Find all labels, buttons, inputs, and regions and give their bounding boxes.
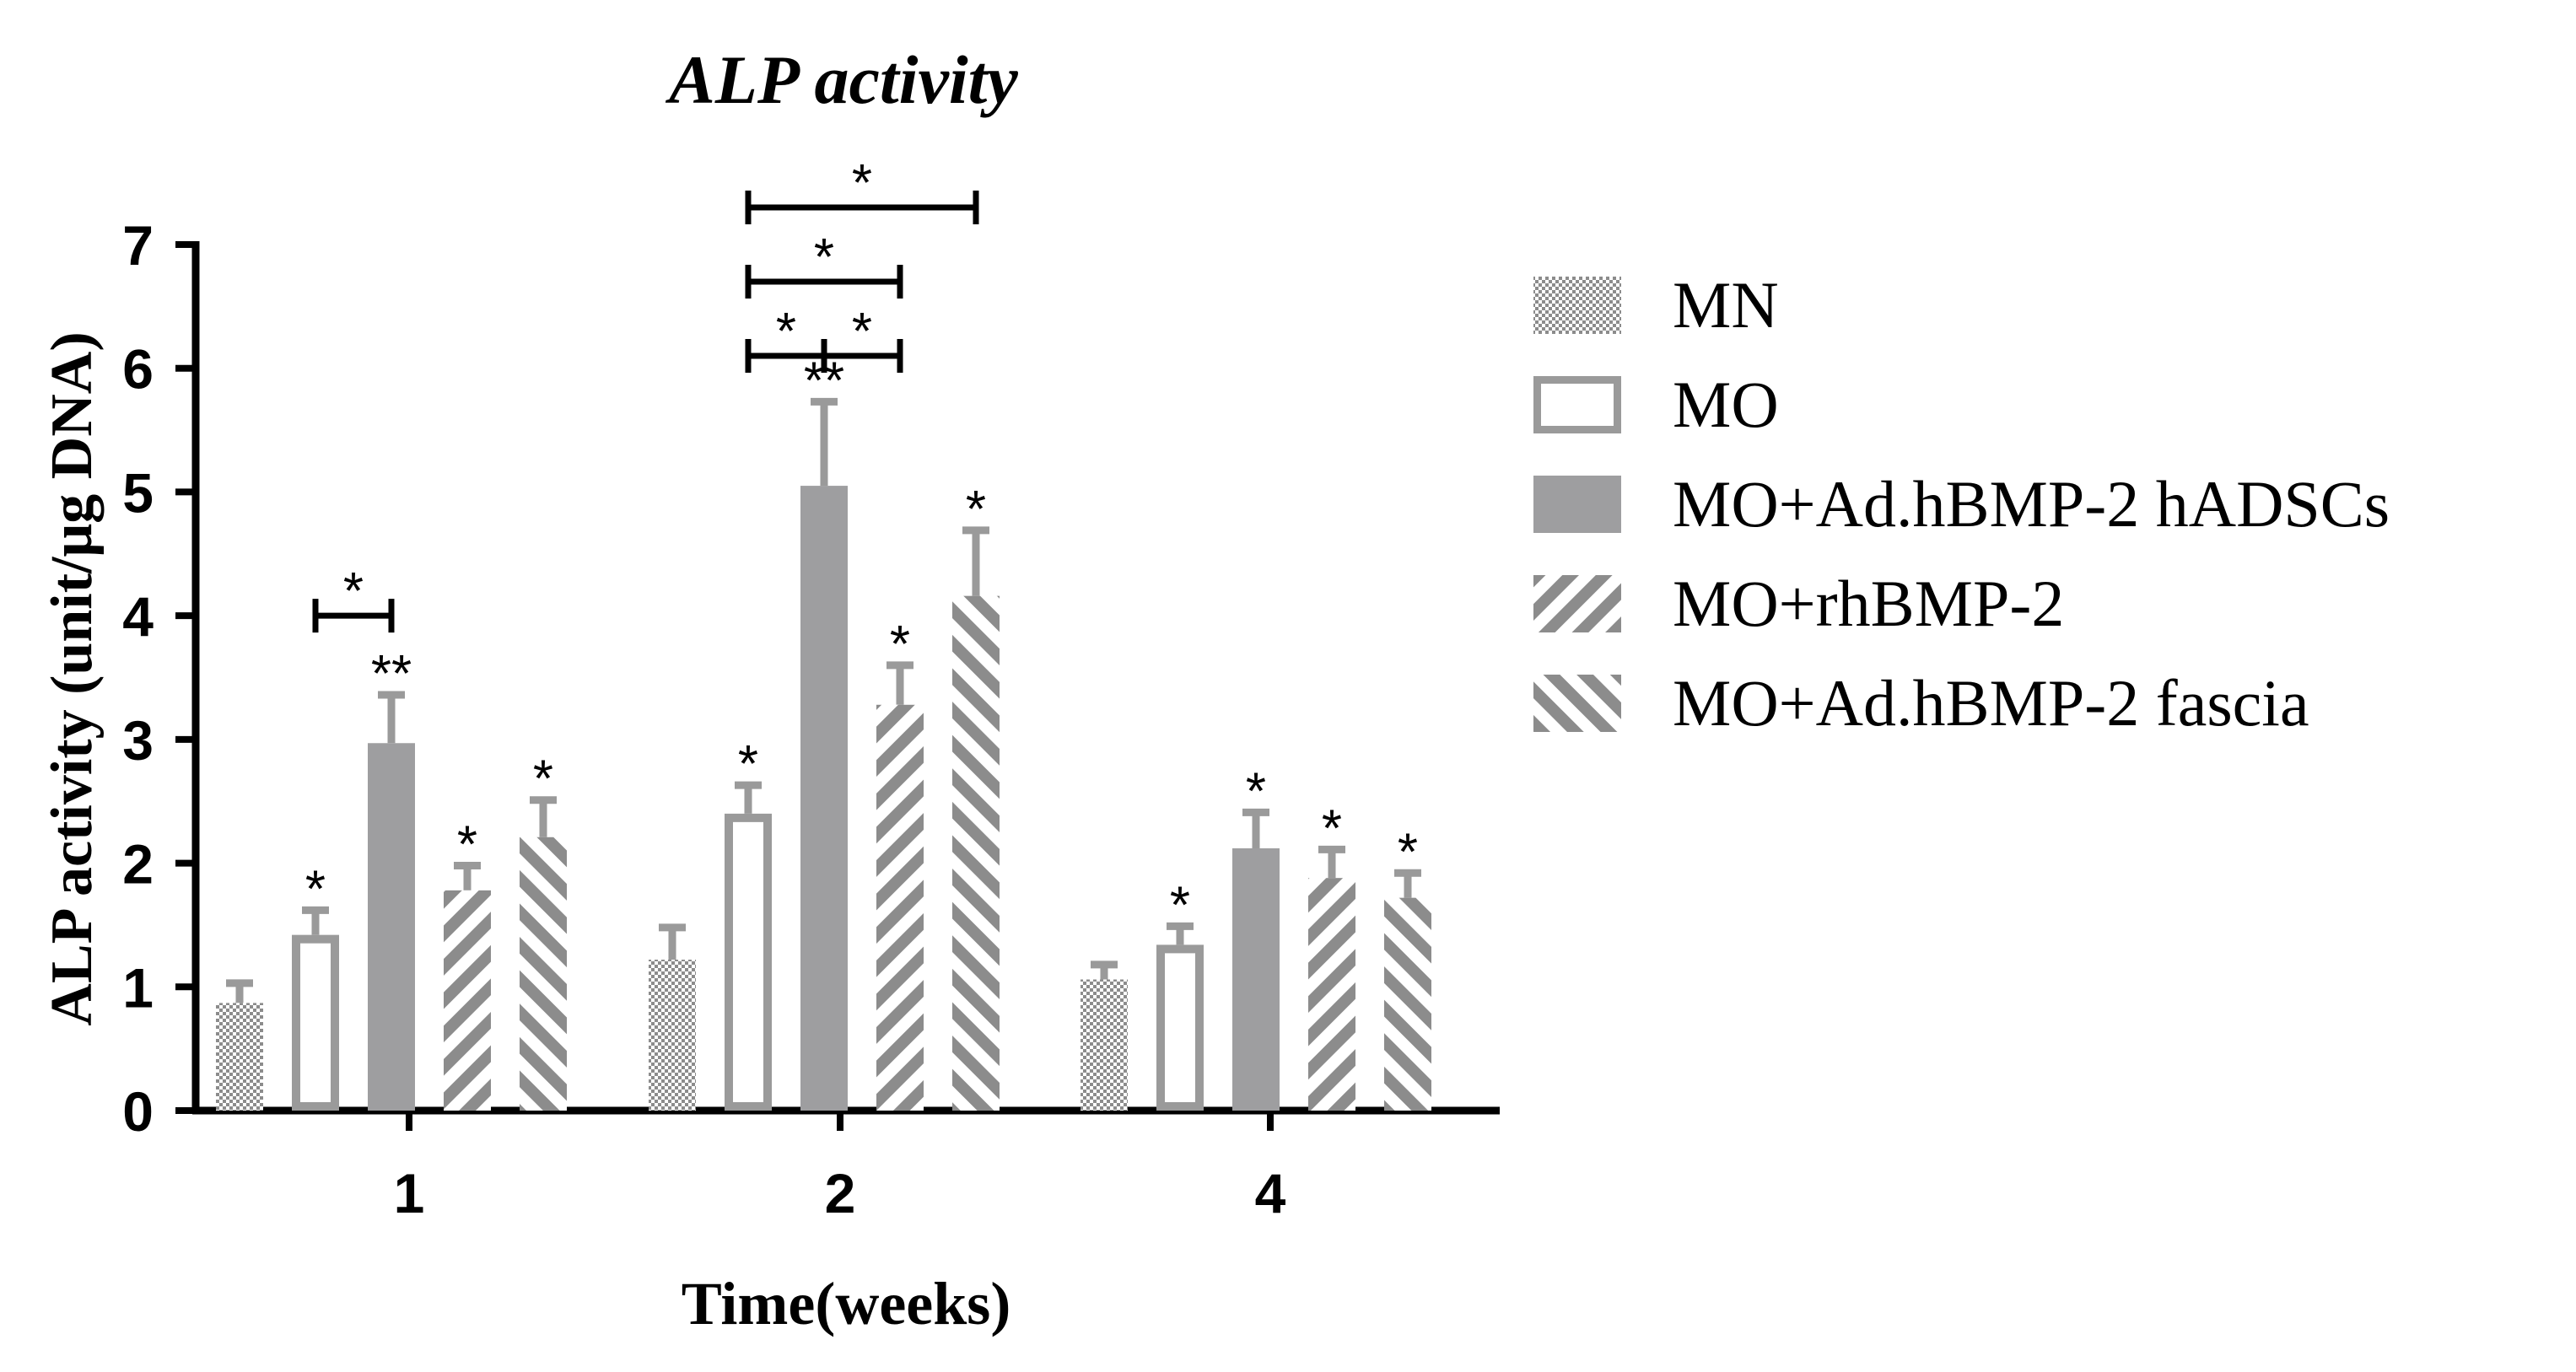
y-tick-label: 6 <box>122 338 154 401</box>
legend-label: MO+Ad.hBMP-2 hADSCs <box>1673 467 2390 541</box>
significance-star: * <box>738 735 758 794</box>
significance-star: * <box>1398 823 1418 881</box>
bar <box>876 704 924 1111</box>
legend-label: MO+Ad.hBMP-2 fascia <box>1673 666 2309 740</box>
legend-swatch <box>1533 476 1621 533</box>
x-axis-label: Time(weeks) <box>682 1270 1011 1337</box>
significance-star: * <box>533 751 553 809</box>
bar <box>216 1003 263 1111</box>
bar <box>444 890 491 1111</box>
bar <box>952 595 1000 1111</box>
y-tick-label: 2 <box>122 833 154 896</box>
x-tick-label: 1 <box>394 1162 425 1224</box>
bracket-star: * <box>852 303 872 361</box>
bar <box>1232 847 1280 1111</box>
bar <box>1308 878 1355 1111</box>
legend-swatch <box>1533 675 1621 732</box>
y-tick-label: 4 <box>122 585 154 648</box>
y-axis-label: ALP activity (unit/μg DNA) <box>40 331 105 1025</box>
comparison-bracket: * <box>745 154 979 224</box>
significance-star: * <box>1246 762 1266 821</box>
x-tick-label: 2 <box>825 1162 856 1224</box>
comparison-bracket: * <box>745 229 903 299</box>
legend-item: MN <box>1533 268 1779 342</box>
significance-star: * <box>1170 876 1190 934</box>
bar <box>368 743 415 1111</box>
y-tick-label: 3 <box>122 709 154 772</box>
legend-item: MO+Ad.hBMP-2 hADSCs <box>1533 467 2390 541</box>
comparison-bracket: * <box>312 562 395 633</box>
comparison-bracket: * <box>821 303 903 374</box>
legend-item: MO+rhBMP-2 <box>1533 567 2064 640</box>
significance-star: * <box>305 860 326 918</box>
x-axis: 1 2 4 <box>192 1106 1500 1224</box>
y-tick-label: 0 <box>122 1080 154 1143</box>
bars: ************** <box>216 352 1431 1111</box>
bracket-star: * <box>814 229 834 287</box>
significance-star: * <box>966 481 986 539</box>
bracket-star: * <box>852 154 872 213</box>
significance-star: * <box>457 816 477 874</box>
chart-title: ALP activity <box>665 41 1018 118</box>
bar <box>725 813 772 1111</box>
x-tick-label: 4 <box>1255 1162 1286 1224</box>
legend-label: MO <box>1673 368 1779 441</box>
significance-brackets: * * * * * <box>312 154 979 633</box>
bar <box>520 837 567 1111</box>
bar <box>292 934 339 1111</box>
bar <box>1081 979 1128 1111</box>
bar <box>800 486 848 1111</box>
significance-star: * <box>1322 799 1342 858</box>
y-tick-label: 5 <box>122 461 154 524</box>
significance-star: ** <box>371 645 412 703</box>
legend: MN MO MO+Ad.hBMP-2 hADSCs MO+rhBMP-2 MO+Ad.h… <box>1533 268 2390 740</box>
comparison-bracket: * <box>745 303 827 374</box>
bracket-star: * <box>343 562 364 621</box>
bar <box>1156 944 1204 1111</box>
bracket-star: * <box>776 303 796 361</box>
legend-label: MN <box>1673 268 1779 342</box>
legend-label: MO+rhBMP-2 <box>1673 567 2064 640</box>
legend-swatch <box>1533 277 1621 334</box>
bar <box>649 960 696 1111</box>
legend-swatch <box>1533 575 1621 632</box>
significance-star: * <box>890 616 910 674</box>
legend-swatch <box>1533 376 1621 433</box>
legend-item: MO <box>1533 368 1779 441</box>
bar <box>1384 897 1431 1111</box>
y-tick-label: 7 <box>122 214 154 277</box>
y-tick-label: 1 <box>122 956 154 1019</box>
legend-item: MO+Ad.hBMP-2 fascia <box>1533 666 2309 740</box>
y-axis: 0 1 2 3 4 5 6 7 <box>122 214 200 1143</box>
